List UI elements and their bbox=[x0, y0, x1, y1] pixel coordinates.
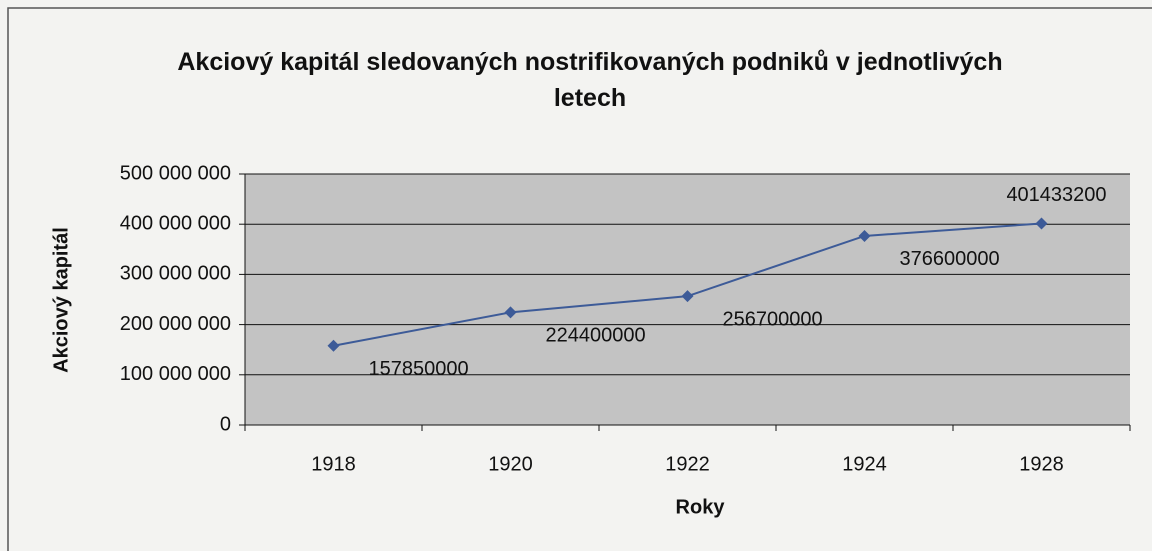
x-axis-title: Roky bbox=[676, 496, 726, 518]
y-tick-label: 300 000 000 bbox=[120, 263, 231, 285]
marker bbox=[1035, 217, 1048, 230]
marker bbox=[327, 339, 340, 352]
data-label: 224400000 bbox=[546, 325, 646, 347]
chart-border bbox=[7, 7, 1152, 551]
y-tick-label: 200 000 000 bbox=[120, 313, 231, 335]
data-label: 256700000 bbox=[723, 308, 823, 330]
x-tick-label: 1918 bbox=[311, 453, 356, 475]
marker bbox=[858, 229, 871, 242]
x-tick-label: 1924 bbox=[842, 453, 887, 475]
chart-title: Akciový kapitál sledovaných nostrifikova… bbox=[177, 48, 1003, 112]
data-label: 157850000 bbox=[369, 358, 469, 380]
y-axis-title: Akciový kapitál bbox=[50, 227, 72, 373]
y-tick-label: 0 bbox=[220, 413, 231, 435]
x-tick-label: 1928 bbox=[1019, 453, 1064, 475]
data-label: 401433200 bbox=[1006, 184, 1106, 206]
y-tick-label: 400 000 000 bbox=[120, 212, 231, 234]
y-tick-label: 500 000 000 bbox=[120, 162, 231, 184]
marker bbox=[681, 290, 694, 303]
x-tick-label: 1922 bbox=[665, 453, 710, 475]
data-label: 376600000 bbox=[900, 248, 1000, 270]
y-tick-label: 100 000 000 bbox=[120, 363, 231, 385]
marker bbox=[504, 306, 517, 319]
x-tick-label: 1920 bbox=[488, 453, 533, 475]
